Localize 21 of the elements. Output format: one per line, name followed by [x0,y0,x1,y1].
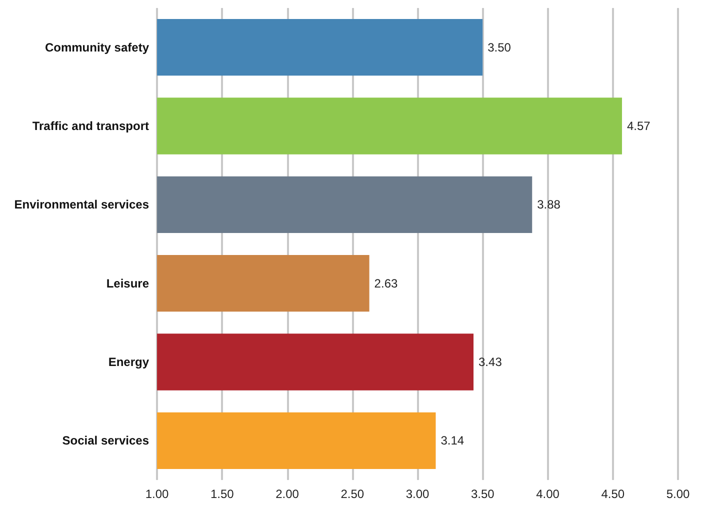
data-label: 3.43 [478,355,502,369]
x-tick-label: 4.50 [601,487,625,501]
y-tick-label: Traffic and transport [32,119,149,133]
data-label: 3.50 [488,40,512,54]
y-tick-label: Leisure [106,276,150,290]
y-tick-label: Social services [62,434,150,448]
data-label: 4.57 [626,119,651,133]
x-tick-label: 4.00 [536,487,560,501]
y-tick-label: Community safety [44,40,150,54]
y-tick-label: Energy [108,355,150,369]
data-label: 3.14 [440,434,464,448]
data-label: 2.63 [374,276,398,290]
x-tick-label: 5.00 [666,487,690,501]
x-tick-label: 3.00 [406,487,430,501]
x-tick-label: 2.50 [340,487,364,501]
x-tick-label: 1.00 [145,487,169,501]
x-tick-label: 3.50 [470,487,495,501]
x-tick-label: 1.50 [210,487,234,501]
x-tick-label: 2.00 [276,487,300,501]
data-label: 3.88 [537,198,561,212]
y-tick-label: Environmental services [14,198,150,212]
